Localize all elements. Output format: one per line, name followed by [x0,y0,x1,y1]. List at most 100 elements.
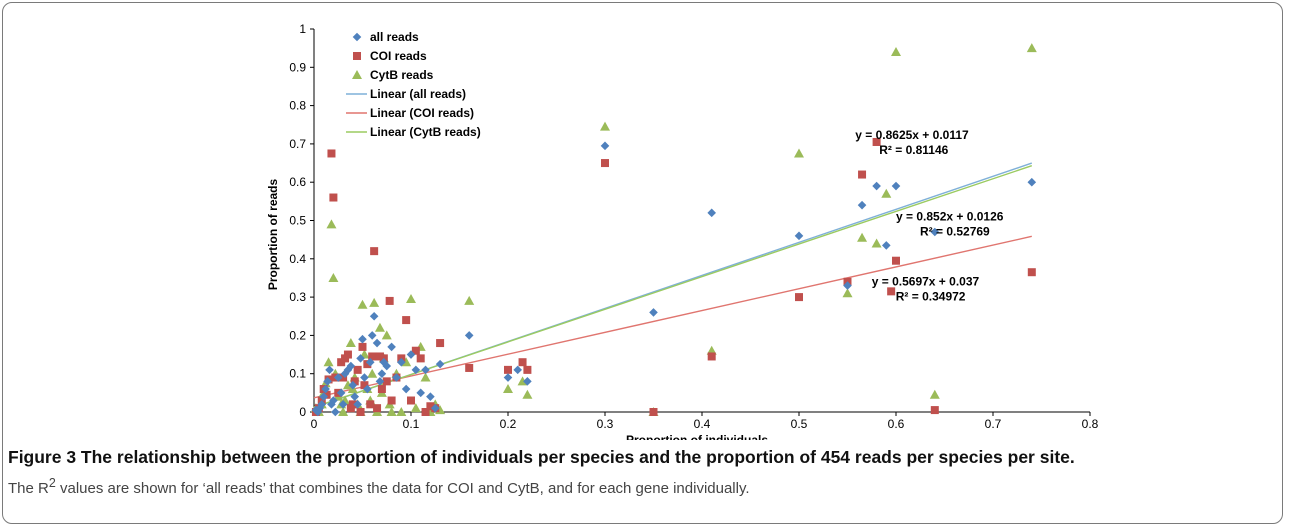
legend-label: Linear (all reads) [370,87,466,101]
coi-reads-point [370,247,379,256]
coi-reads-point [795,293,803,302]
y-tick-label: 0.1 [289,367,306,381]
y-tick-label: 0.7 [289,137,306,151]
cytb-reads-point [338,407,349,416]
all-reads-point [513,365,522,375]
caption-body: The R2 values are shown for ‘all reads’ … [8,472,1278,500]
cytb-reads-point [420,372,431,382]
y-tick-label: 0.2 [289,328,306,342]
y-tick-label: 0.5 [289,214,306,228]
all-reads-point [346,361,356,371]
all-reads-point [360,373,369,382]
coi-reads-point [387,396,396,405]
trendline-r-squared: R² = 0.52769 [920,225,990,239]
coi-reads-point [366,400,375,409]
coi-reads-point [523,365,532,374]
trendline-r-squared: R² = 0.81146 [879,143,948,157]
coi-reads-point [504,365,512,374]
all-reads-point [340,369,350,378]
cytb-reads-point [381,330,392,340]
coi-reads-point [360,381,369,390]
legend-marker-all-reads [352,32,362,42]
coi-reads-point [358,342,367,351]
trendlines [313,162,1033,409]
coi-reads-point [601,159,609,168]
legend-label: CytB reads [370,68,434,82]
coi-reads-point [887,287,896,296]
coi-reads-point [411,346,420,355]
coi-reads-point [329,193,338,202]
all-reads-point [382,361,392,371]
all-reads-point [523,377,532,386]
coi-reads-point [327,149,336,158]
coi-reads-point [353,365,362,374]
all-reads-point [375,377,385,386]
all-reads-point [377,369,387,378]
coi-reads-point [426,402,435,411]
coi-reads-point [350,377,359,386]
all-reads-point [365,357,375,367]
cytb-reads-point [396,407,407,416]
cytb-reads-point [1026,43,1037,53]
coi-reads-point [377,385,386,394]
all-reads-point [872,181,881,191]
cytb-reads-point [522,389,533,399]
scatter-chart: 0 0.1 0.2 0.3 0.4 0.5 0.6 0.7 0.8 0 0.1 0.2 0.3 0.4 0.… [266,22,1099,440]
cytb-reads-point [357,299,368,309]
coi-reads-point [373,404,382,413]
all-reads-point [336,388,346,398]
caption-body-end: values are shown for ‘all reads’ that co… [55,480,750,497]
cytb-reads-point [871,238,882,248]
all-reads-point [464,331,474,340]
all-reads-point [321,384,330,394]
coi-reads-point [930,406,939,415]
coi-reads-point [356,408,365,416]
cytb-reads-point [374,322,385,332]
coi-reads-point [1027,268,1036,277]
y-tick-label: 0.4 [289,252,306,266]
coi-reads-point [382,377,391,386]
x-tick-label: 0.2 [500,417,517,431]
cytb-reads-point [406,294,416,304]
x-tick-label: 0.6 [888,417,905,431]
y-tick-label: 1 [299,22,306,36]
cytb-reads-point [794,148,804,158]
all-reads-point [315,403,325,413]
coi-reads-point [421,408,430,416]
all-reads-point [350,392,360,401]
coi-reads-point [649,408,658,416]
cytb-reads-point [503,384,513,394]
trendline-equation: y = 0.852x + 0.0126 [896,210,1004,224]
all-reads-point [323,377,332,386]
all-reads-point [1027,177,1037,187]
cytb-reads-point [929,389,940,399]
all-reads-point [353,400,362,409]
y-tick-label: 0.8 [289,99,306,113]
all-reads-point [338,400,348,409]
all-reads-point [325,365,334,375]
all-reads-point [348,380,358,390]
trendline-coi [313,235,1032,399]
all-reads-point [356,354,365,363]
all-reads-point [406,350,416,359]
caption-body-start: The R [8,480,49,497]
all-reads-point [416,388,425,398]
cytb-reads-point [328,272,339,282]
x-axis-title: Proportion of individuals [626,433,768,440]
trendline-equation: y = 0.8625x + 0.0117 [855,128,969,142]
cytb-reads-point [410,403,421,413]
caption-title: Figure 3 The relationship between the pr… [8,447,1075,467]
cytb-reads-point [345,338,356,348]
x-tick-label: 0.1 [403,417,420,431]
legend-label: all reads [370,30,419,44]
cytb-reads-point [891,46,901,56]
coi-reads-point [385,296,394,305]
coi-reads-point [416,354,425,363]
y-axis-title: Proportion of reads [266,179,280,291]
all-reads-point [426,392,435,401]
coi-reads-point [465,363,474,372]
coi-reads-point [368,352,377,361]
figure-caption: Figure 3 The relationship between the pr… [8,445,1278,500]
